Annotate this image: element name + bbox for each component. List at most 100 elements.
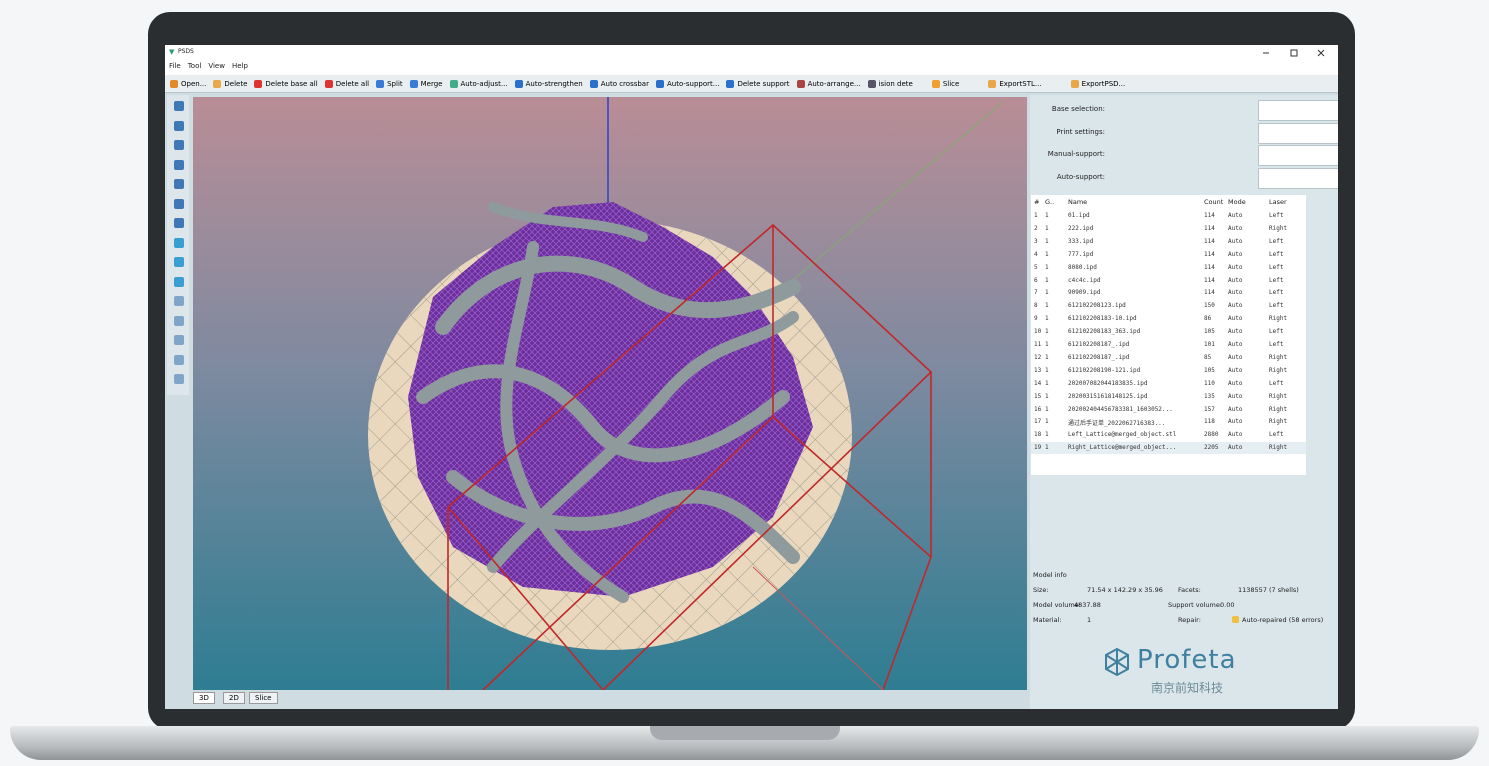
view-tab[interactable]: 3D — [193, 692, 215, 704]
menu-item[interactable]: File — [169, 62, 181, 70]
table-cell: 1 — [1045, 237, 1049, 245]
setting-field[interactable] — [1258, 100, 1338, 121]
table-cell: 01.ipd — [1068, 212, 1090, 219]
side-tool[interactable] — [174, 179, 184, 189]
toolbar-icon — [655, 79, 664, 88]
toolbar-button[interactable]: Auto-strengthen — [514, 79, 583, 88]
menu-item[interactable]: View — [208, 62, 225, 70]
toolbar-button[interactable]: Split — [376, 79, 403, 88]
side-tool[interactable] — [174, 159, 184, 170]
table-cell: Auto — [1228, 444, 1243, 452]
side-tool[interactable] — [174, 354, 184, 365]
table-cell: Auto — [1228, 315, 1243, 323]
table-cell: 202007082044183835.ipd — [1068, 379, 1148, 387]
maximize[interactable] — [1290, 49, 1298, 57]
table-cell: Auto — [1228, 405, 1243, 413]
table-cell: 612102208190-121.ipd — [1068, 366, 1141, 374]
laptop-notch — [650, 726, 840, 740]
toolbar-button[interactable]: ExportPSD... — [1070, 79, 1126, 88]
toolbar-button[interactable]: Auto-arrange... — [796, 79, 861, 88]
toolbar-button[interactable]: Delete all — [324, 79, 369, 88]
table-cell: Left_Lattice@merged_object.stl — [1068, 431, 1177, 439]
toolbar-label: Merge — [420, 79, 443, 88]
table-cell: 2880 — [1204, 431, 1219, 439]
table-cell: Auto — [1228, 353, 1243, 361]
table-cell: Left — [1269, 431, 1284, 439]
toolbar: Open... Delete Delete base all Delete all Sp… — [165, 75, 1338, 93]
side-tool[interactable] — [174, 140, 184, 150]
toolbar-icon — [213, 79, 222, 88]
toolbar-button[interactable]: Merge — [409, 79, 443, 88]
x-axis — [752, 566, 884, 690]
info-text: Material: — [1033, 616, 1062, 624]
table-cell: 1 — [1045, 250, 1049, 258]
table-cell: 4 — [1034, 250, 1038, 258]
table-cell: Left — [1269, 212, 1284, 219]
toolbar-button[interactable]: Auto-support... — [655, 79, 720, 88]
menu-item[interactable]: Tool — [187, 62, 202, 70]
selected-row[interactable] — [1031, 442, 1306, 455]
side-tool[interactable] — [174, 276, 184, 287]
table-cell: Left — [1269, 250, 1284, 258]
side-tool[interactable] — [174, 296, 184, 306]
logo-mark — [1105, 647, 1129, 677]
close[interactable] — [1317, 49, 1325, 57]
side-tool[interactable] — [174, 315, 184, 326]
toolbar-label: ExportSTL... — [999, 79, 1042, 88]
toolbar-button[interactable]: Auto-adjust... — [449, 79, 508, 88]
setting-field[interactable] — [1258, 167, 1338, 189]
table-cell: 3 — [1034, 237, 1038, 245]
toolbar-label: Auto-support... — [666, 79, 720, 88]
side-tool[interactable] — [174, 237, 184, 248]
side-tool[interactable] — [174, 218, 184, 228]
toolbar-icon — [324, 79, 333, 88]
table-cell: Right_Lattice@merged_object... — [1068, 444, 1177, 452]
info-text: 4837.88 — [1074, 601, 1101, 609]
toolbar-button[interactable]: ExportSTL... — [988, 79, 1042, 88]
setting-field[interactable] — [1258, 145, 1338, 166]
table-cell: Right — [1269, 405, 1288, 413]
table-cell: 18 — [1034, 431, 1042, 439]
table-cell: 8080.ipd — [1068, 263, 1097, 271]
view-tab[interactable]: 2D — [223, 692, 245, 704]
menu-item[interactable]: Help — [231, 62, 248, 70]
table-cell: 135 — [1204, 392, 1215, 400]
toolbar-button[interactable]: Open... — [170, 79, 206, 88]
table-cell: 12 — [1034, 353, 1042, 361]
table-cell: Right — [1269, 366, 1288, 374]
table-cell: 90909.ipd — [1068, 289, 1101, 297]
table-cell: 1 — [1045, 444, 1049, 452]
toolbar-button[interactable]: Slice — [931, 79, 959, 88]
table-cell: Left — [1269, 237, 1284, 245]
toolbar-label: Auto-arrange... — [807, 79, 861, 88]
side-tool[interactable] — [174, 101, 184, 111]
toolbar-icon — [514, 79, 523, 88]
table-cell: 1 — [1045, 431, 1049, 439]
toolbar-button[interactable]: Auto crossbar — [589, 79, 649, 88]
toolbar-icon — [254, 79, 263, 88]
table-cell: 202003151618148125.ipd — [1068, 392, 1148, 400]
toolbar-button[interactable]: Delete — [213, 79, 247, 88]
side-tool[interactable] — [174, 120, 184, 131]
table-cell: 1 — [1045, 224, 1049, 232]
table-cell: 114 — [1204, 237, 1215, 245]
side-tool[interactable] — [174, 257, 184, 267]
view-tab[interactable]: Slice — [249, 692, 278, 704]
table-cell: 105 — [1204, 366, 1215, 374]
side-tool[interactable] — [174, 198, 184, 209]
setting-label: Print settings: — [1056, 127, 1105, 136]
toolbar-label: Auto crossbar — [600, 79, 649, 88]
toolbar-label: ExportPSD... — [1081, 79, 1126, 88]
toolbar-button[interactable]: Delete base all — [254, 79, 318, 88]
toolbar-button[interactable]: Delete support — [726, 79, 790, 88]
side-tool[interactable] — [174, 374, 184, 384]
info-text: 1 — [1087, 616, 1092, 624]
setting-field[interactable] — [1258, 122, 1338, 144]
table-cell: 6 — [1034, 276, 1038, 284]
table-header: Laser — [1269, 198, 1287, 206]
table-cell: 612102208123.ipd — [1068, 302, 1126, 310]
side-tool[interactable] — [174, 335, 184, 345]
table-cell: Auto — [1228, 379, 1243, 387]
toolbar-button[interactable]: ision dete — [867, 79, 913, 88]
table-cell: 1 — [1045, 353, 1049, 361]
